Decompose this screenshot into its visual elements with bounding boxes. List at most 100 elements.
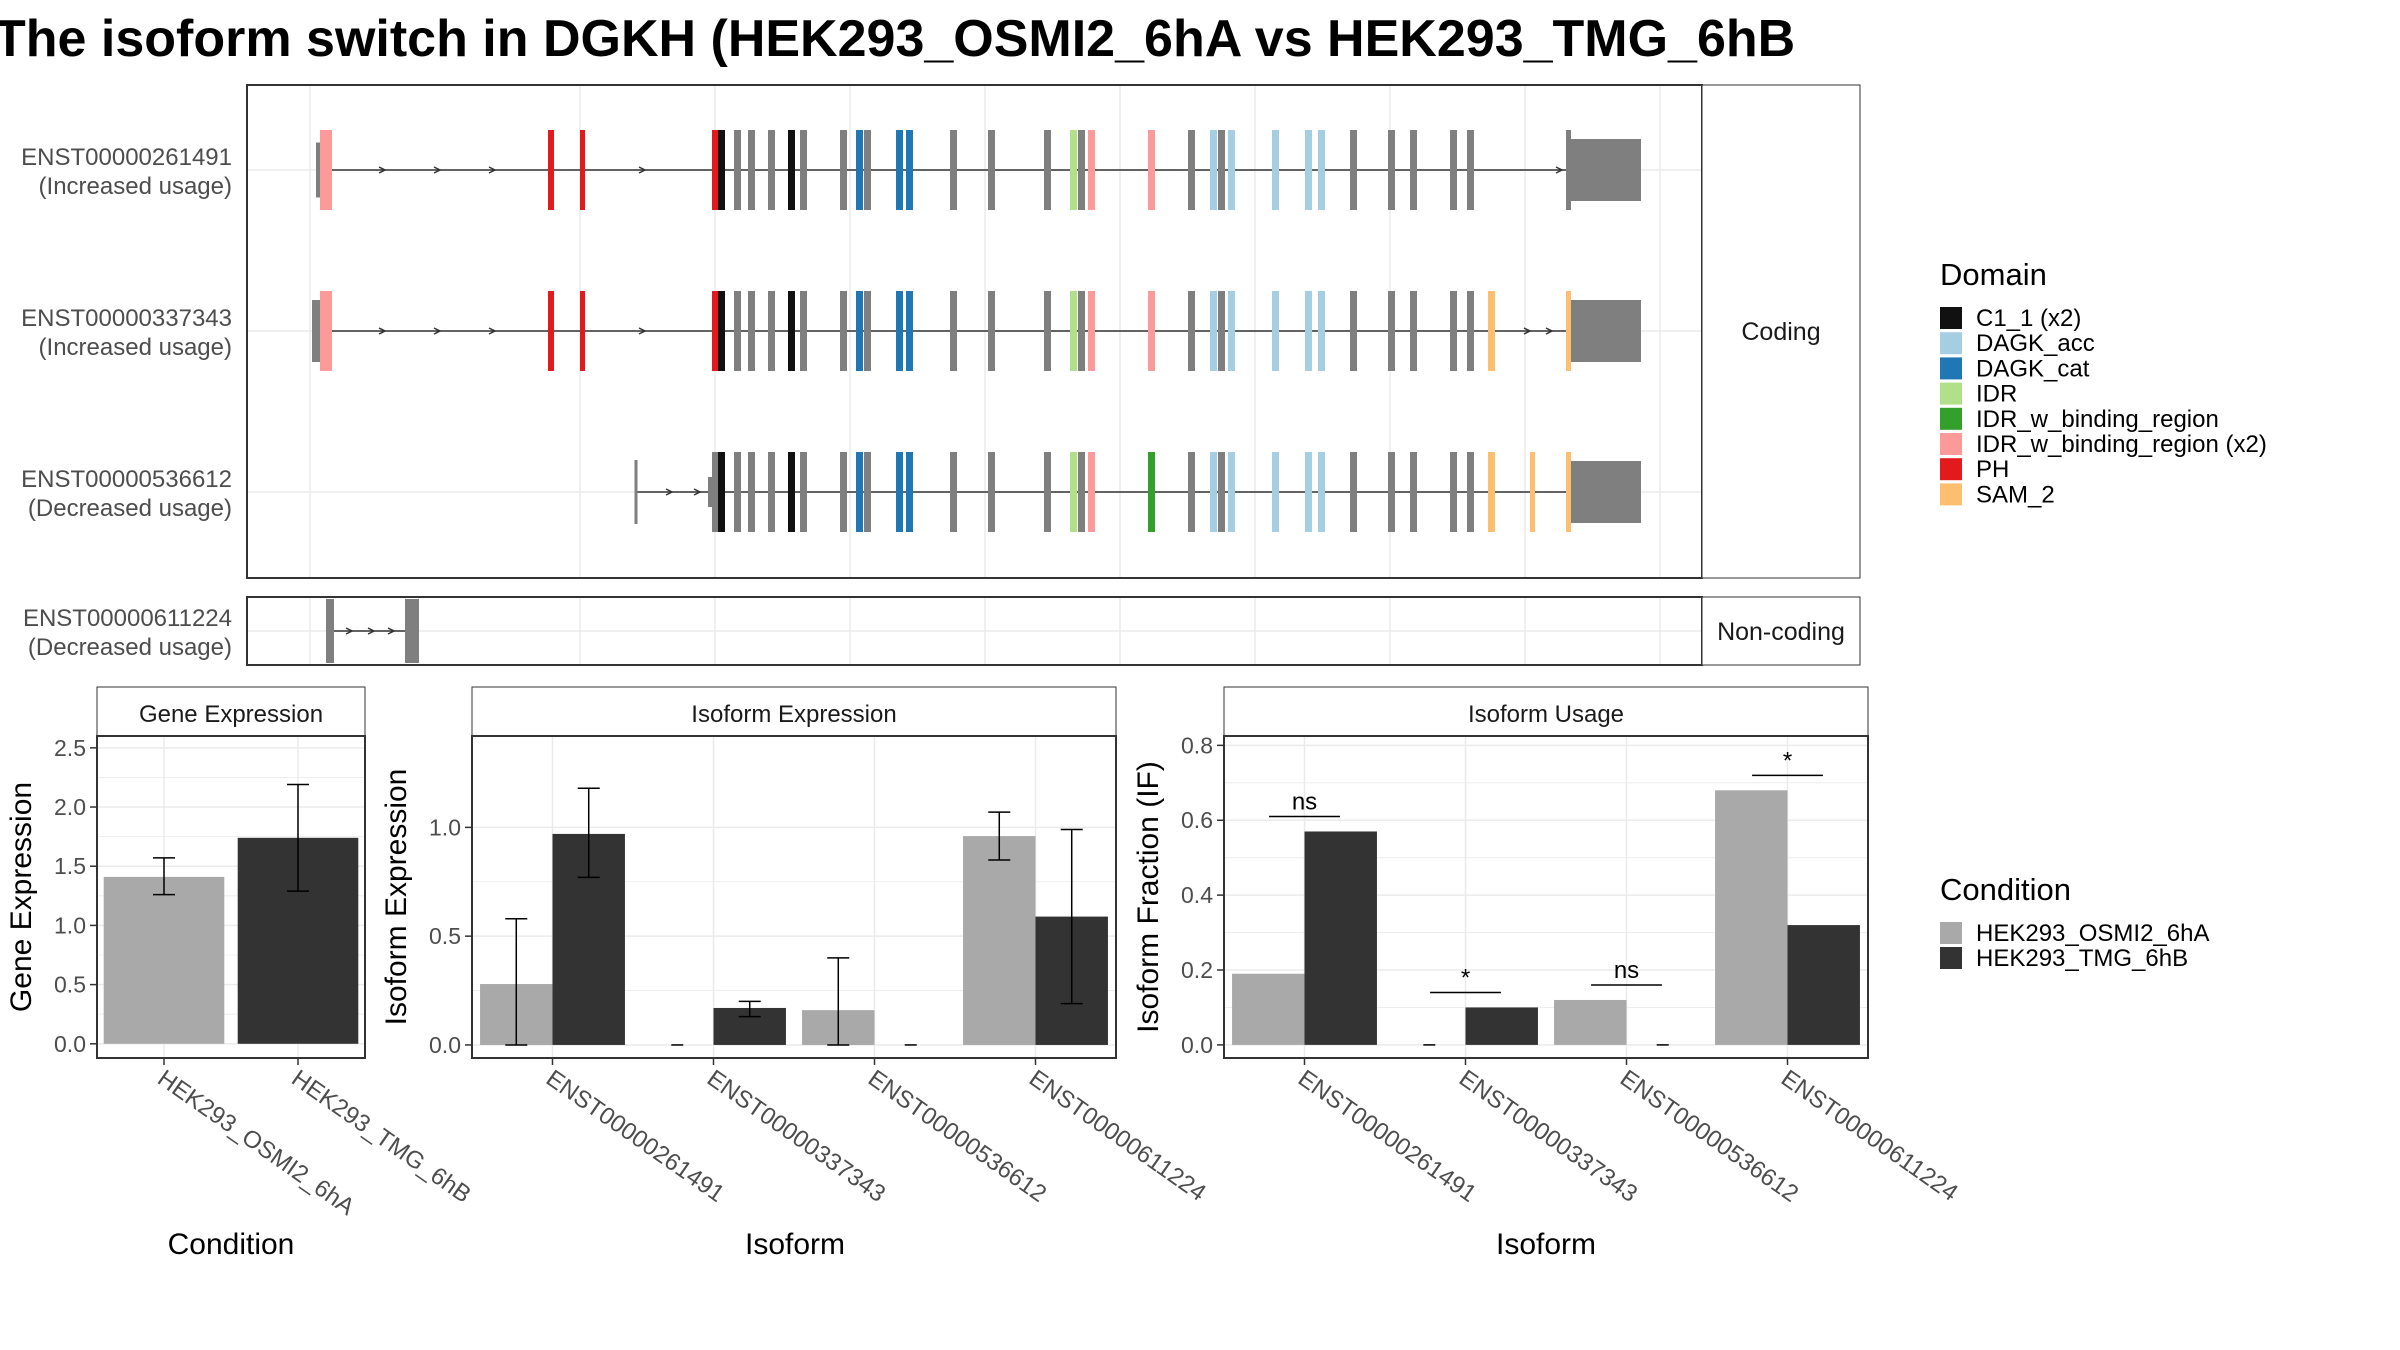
domain-exon [1410, 291, 1417, 371]
intron-arrow [693, 488, 702, 496]
legend-key [1940, 357, 1962, 380]
intron-arrow [638, 166, 647, 174]
panel-border [96, 735, 366, 1059]
domain-exon [1305, 291, 1312, 371]
isoform-usage-label: (Decreased usage) [28, 495, 232, 522]
domain-exon [712, 130, 719, 210]
legend-label: PH [1976, 456, 2009, 483]
isoform-label: ENST00000536612 [21, 466, 232, 493]
y-axis-label: Isoform Fraction (IF) [1132, 761, 1165, 1033]
domain-exon [1350, 291, 1357, 371]
significance-label: * [1783, 747, 1792, 774]
domain-legend-title: Domain [1940, 257, 2047, 292]
coding-strip-label: Coding [1741, 318, 1820, 346]
domain-exon [1388, 130, 1395, 210]
domain-exon [768, 291, 775, 371]
bar-chart-3: Isoform Usage ns * ns * 0.0 0.2 0.4 0.6 0.8 ENST00… [1132, 686, 1963, 1261]
domain-exon [1450, 130, 1457, 210]
condition-legend-title: Condition [1940, 872, 2071, 907]
panel-strip [1223, 686, 1869, 737]
domain-exon [580, 130, 585, 210]
intron-arrow [433, 327, 442, 335]
y-tick-label: 2.5 [54, 735, 86, 761]
intron-arrow [433, 166, 442, 174]
y-tick-label: 0.2 [1181, 957, 1213, 983]
panel-strip-title: Isoform Expression [691, 701, 896, 728]
domain-exon [1228, 130, 1235, 210]
domain-exon [864, 291, 871, 371]
y-tick-label: 0.0 [429, 1032, 461, 1058]
y-tick-label: 0.5 [54, 972, 86, 998]
intron-arrow [488, 166, 497, 174]
legend-label: HEK293_TMG_6hB [1976, 945, 2188, 972]
intron-arrow [488, 327, 497, 335]
domain-exon [768, 452, 775, 532]
domain-exon [712, 291, 719, 371]
legend-label: IDR_w_binding_region (x2) [1976, 431, 2267, 458]
bar [1787, 925, 1860, 1045]
y-tick-label: 1.5 [54, 853, 86, 879]
domain-exon [1530, 452, 1535, 532]
intron-arrow [345, 627, 354, 635]
bar [1304, 831, 1377, 1045]
domain-exon [896, 452, 903, 532]
legend-label: DAGK_acc [1976, 330, 2095, 357]
y-tick-label: 0.4 [1181, 882, 1213, 908]
exon [312, 300, 320, 362]
domain-exon [950, 452, 957, 532]
domain-exon [1272, 291, 1279, 371]
domain-exon [1188, 452, 1195, 532]
y-axis-label: Gene Expression [5, 782, 38, 1012]
y-tick-label: 0.0 [1181, 1032, 1213, 1058]
domain-exon [1210, 452, 1217, 532]
panel-strip [96, 686, 366, 737]
isoform-usage-label: (Decreased usage) [28, 634, 232, 661]
y-tick-label: 0.8 [1181, 732, 1213, 758]
domain-exon [768, 130, 775, 210]
intron-arrow [665, 488, 674, 496]
intron-arrow [638, 327, 647, 335]
legend-key [1940, 483, 1962, 506]
domain-exon [1210, 130, 1217, 210]
domain-exon [800, 291, 807, 371]
domain-exon [1566, 452, 1571, 532]
legend-label: IDR_w_binding_region [1976, 406, 2219, 433]
domain-exon [1078, 291, 1085, 371]
y-axis-label: Isoform Expression [380, 769, 413, 1026]
significance-label: ns [1292, 789, 1317, 816]
domain-exon [718, 130, 725, 210]
domain-exon [1318, 130, 1325, 210]
x-axis-label: Isoform [745, 1228, 845, 1261]
domain-exon [1088, 452, 1095, 532]
domain-exon [1488, 452, 1495, 532]
exon [1571, 300, 1641, 362]
isoform-usage-label: (Increased usage) [39, 173, 232, 200]
domain-legend: Domain C1_1 (x2)DAGK_accDAGK_catIDRIDR_w… [1940, 257, 2267, 508]
exon [316, 142, 320, 198]
x-tick-label: ENST00000261491 [1293, 1065, 1481, 1208]
domain-exon [1188, 291, 1195, 371]
noncoding-strip-label: Non-coding [1717, 618, 1845, 646]
domain-exon [950, 291, 957, 371]
domain-exon [548, 291, 554, 371]
domain-exon [788, 291, 795, 371]
x-tick-label: ENST00000536612 [1615, 1065, 1803, 1208]
legend-key [1940, 332, 1962, 355]
coding-strip [1701, 84, 1861, 579]
domain-exon [748, 130, 755, 210]
domain-exon [1078, 452, 1085, 532]
bar [1554, 999, 1627, 1045]
bar [103, 876, 225, 1044]
intron-arrow [1523, 327, 1532, 335]
domain-exon [1388, 291, 1395, 371]
isoform-label: ENST00000337343 [21, 305, 232, 332]
domain-exon [1210, 291, 1217, 371]
isoform-structure-panel: Coding Non-coding ENST00000261491 (Incre… [21, 84, 1861, 666]
domain-exon [1318, 452, 1325, 532]
domain-exon [788, 452, 795, 532]
domain-exon [734, 452, 741, 532]
domain-exon [1467, 291, 1474, 371]
legend-label: DAGK_cat [1976, 355, 2090, 382]
y-tick-label: 0.5 [429, 923, 461, 949]
legend-key [1940, 458, 1962, 481]
